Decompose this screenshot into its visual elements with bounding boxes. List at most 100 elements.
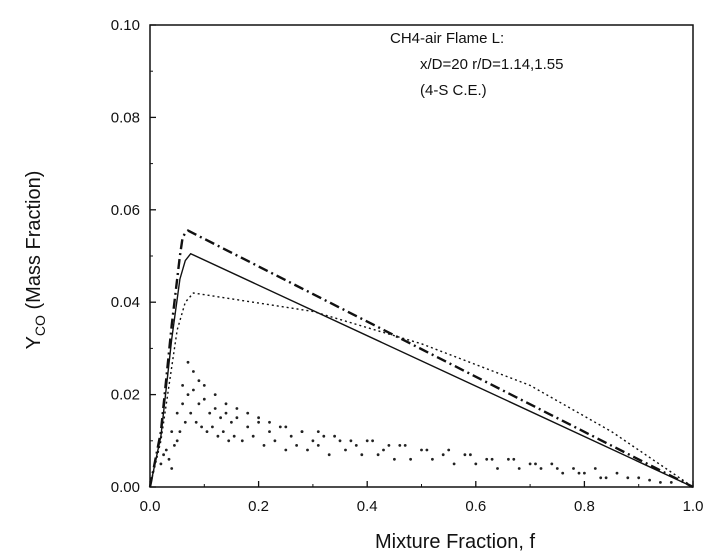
scatter-point [398,444,402,447]
x-tick-label: 1.0 [683,498,704,515]
scatter-point [572,467,575,470]
y-tick-label: 0.08 [111,109,140,126]
scatter-point [577,471,581,475]
scatter-point [284,448,288,452]
y-axis-title-rest: (Mass Fraction) [23,171,45,315]
scatter-point [420,448,423,452]
y-axis-title-main: Y [23,336,45,349]
scatter-point [200,425,204,429]
x-tick-label: 0.4 [357,498,378,515]
scatter-point [512,457,516,461]
x-tick-label: 0.2 [248,498,269,515]
scatter-point [194,420,198,424]
scatter-point [202,384,206,387]
series-layer [148,229,694,489]
scatter-point [257,420,260,424]
scatter-point [371,439,374,443]
scatter-point [221,430,225,433]
scatter-point [615,471,619,475]
scatter-point [289,434,293,438]
y-tick-label: 0.04 [111,294,140,311]
series-line-solid [149,252,694,488]
scatter-point [192,370,195,373]
scatter-point [659,481,662,484]
scatter-point [162,453,166,457]
scatter-point [452,462,456,466]
scatter-point [257,416,260,420]
scatter-point [213,407,217,410]
scatter-point [349,439,353,443]
scatter-point [164,448,168,452]
scatter-point [316,444,320,447]
scatter-point [224,402,228,406]
series-line-dotted [149,292,694,488]
scatter-point [316,430,320,433]
annotation: CH4-air Flame L: x/D=20 r/D=1.14,1.55 (4… [390,30,563,99]
scatter-point [327,453,331,457]
scatter-point [181,402,185,406]
scatter-point [365,439,369,443]
scatter-point [637,476,641,480]
scatter-point [441,453,445,457]
scatter-point [175,439,179,443]
y-tick-label: 0.06 [111,202,140,219]
scatter-point [246,425,250,429]
scatter-point [593,467,597,470]
scatter-point [333,434,336,438]
scatter-point [376,453,380,457]
scatter-point [507,457,510,461]
scatter-point [224,411,228,415]
scatter-point [216,434,220,438]
scatter-point [669,481,673,484]
scatter-point [604,476,608,480]
scatter-point [490,457,494,461]
scatter-point [175,411,179,415]
scatter-point [555,467,559,470]
scatter-point [208,411,212,415]
scatter-point [528,462,532,466]
annotation-line-3: (4-S C.E.) [420,82,487,99]
scatter-point [539,467,543,470]
scatter-point [192,388,195,392]
scatter-point [251,434,255,438]
scatter-point [469,453,472,457]
scatter-point [284,425,288,429]
x-tick-label: 0.0 [140,498,161,515]
scatter-point [213,393,217,396]
y-tick-label: 0.02 [111,387,140,404]
scatter-point [583,471,586,475]
scatter-point [599,476,603,480]
scatter-point [262,444,266,447]
scatter-point [186,360,190,364]
scatter-point [425,448,429,452]
scatter-point [382,448,385,452]
scatter-point [344,448,347,452]
scatter-point [268,420,271,424]
scatter-point [246,411,250,415]
scatter-point [403,444,407,447]
ticks-layer: 0.0 0.2 0.4 0.6 0.8 1.0 0.00 0.02 0.04 0.06 0.08 0.… [111,17,704,515]
y-axis-title: YCO (Mass Fraction) [23,171,48,350]
scatter-point [431,457,434,461]
scatter-point [447,448,451,452]
scatter-point [306,448,309,452]
scatter-point [550,462,554,466]
scatter-point [189,411,193,415]
scatter-point [183,420,187,424]
scatter-point [517,467,521,470]
scatter-point [278,425,282,429]
scatter-point [311,439,315,443]
scatter-point [485,457,489,461]
scatter-point [170,467,174,470]
y-axis-title-subscript: CO [32,315,48,336]
scatter-point [178,430,182,433]
scatter-point [273,439,277,443]
annotation-line-2: x/D=20 r/D=1.14,1.55 [420,56,563,73]
scatter-point [393,457,396,461]
scatter-point [159,462,163,466]
y-tick-label: 0.10 [111,17,140,34]
scatter-point [295,444,298,447]
scatter-point [232,434,236,438]
scatter-point [197,402,201,406]
